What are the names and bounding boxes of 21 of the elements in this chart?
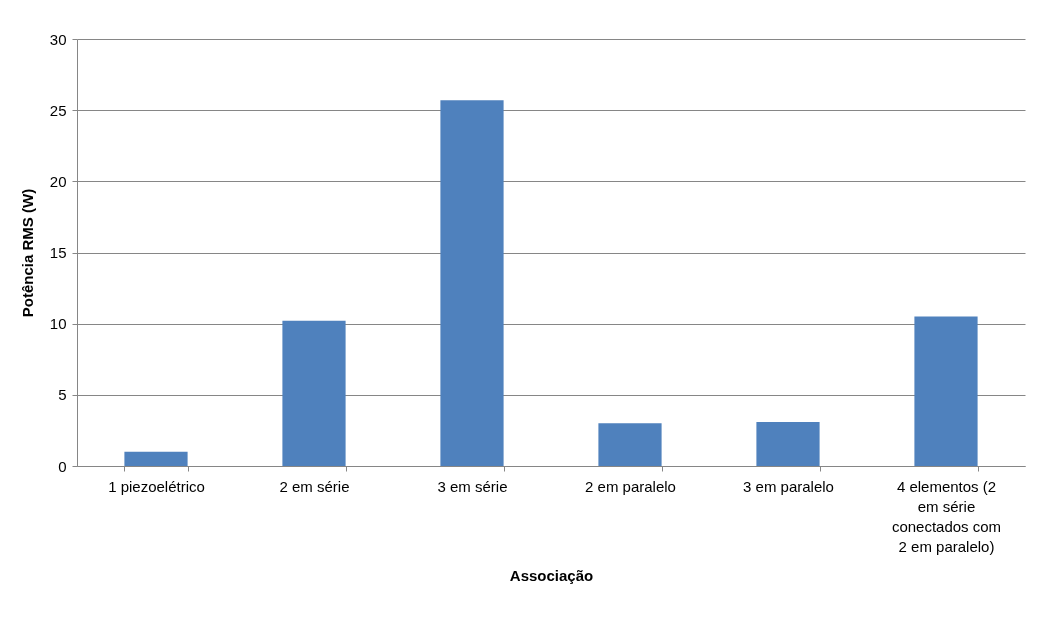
y-tick-label: 5 <box>58 386 67 404</box>
x-tick-label: 3 em paralelo <box>743 477 834 495</box>
bar <box>124 451 188 466</box>
y-tick-label: 10 <box>49 315 67 333</box>
x-tick-label: 4 elementos (2 em série conectados com 2 em paralelo) <box>891 477 1002 555</box>
x-tick-label: 2 em paralelo <box>585 477 676 495</box>
x-tick-label: 2 em série <box>279 477 350 495</box>
x-tick-label: 3 em série <box>437 477 508 495</box>
y-tick-label: 0 <box>58 457 67 475</box>
y-tick-label: 20 <box>49 172 67 190</box>
x-tick-label: 1 piezoelétrico <box>108 477 205 495</box>
y-tick-label: 25 <box>49 101 67 119</box>
y-axis-title: Potência RMS (W) <box>18 188 36 318</box>
y-tick-label: 15 <box>49 244 67 261</box>
y-tick-label: 30 <box>49 30 67 48</box>
bar <box>756 421 820 466</box>
bar <box>914 316 978 466</box>
bar <box>282 320 346 466</box>
bar <box>598 423 662 466</box>
bar <box>440 100 504 466</box>
x-axis-title: Associação <box>509 566 594 584</box>
